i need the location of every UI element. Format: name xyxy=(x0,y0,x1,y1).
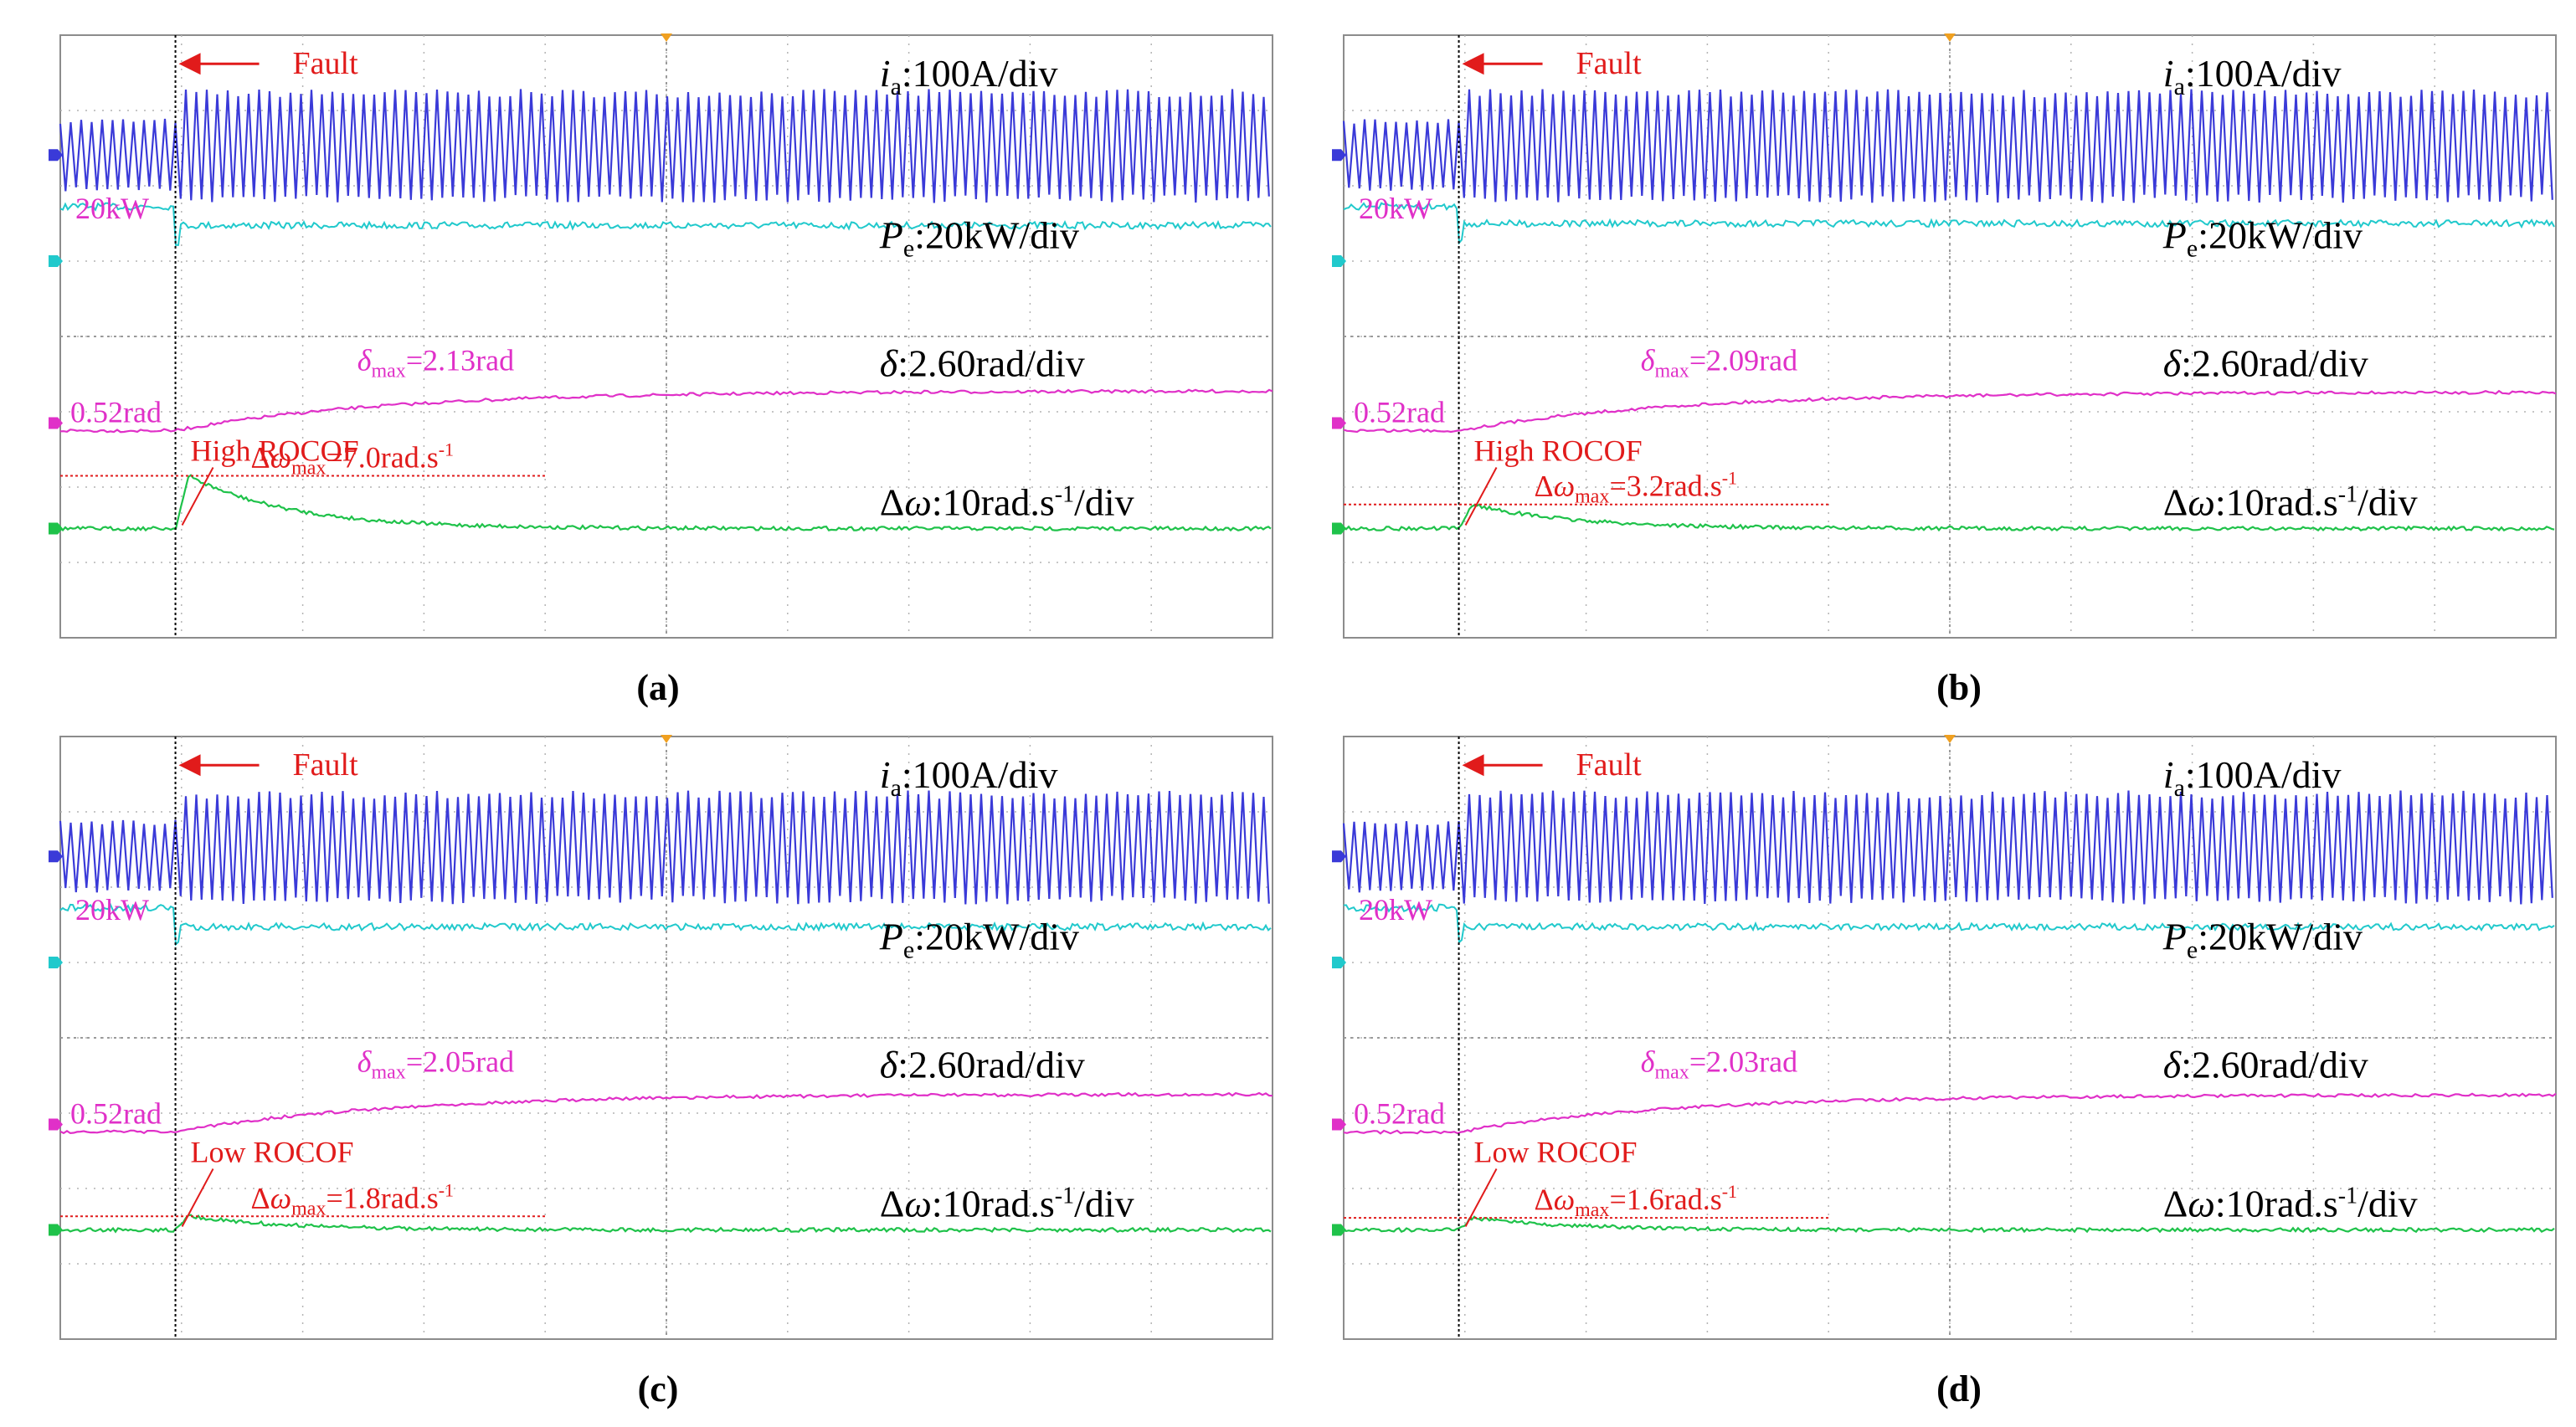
pe-trace xyxy=(59,202,1272,246)
scope-panel: Fault ia:100A/div Pe:20kW/div 20kW δ:2.60rad… xyxy=(1332,735,2557,1340)
caption-d: (d) xyxy=(1936,1368,1982,1409)
rocof-pointer xyxy=(1464,1168,1498,1227)
fault-label: Fault xyxy=(293,46,359,81)
graticule xyxy=(60,737,1273,1339)
channel-marker xyxy=(1332,957,1346,968)
pe-level-label: 20kW xyxy=(75,893,149,927)
channel-marker xyxy=(1332,1118,1346,1131)
domega-scale-label: Δω:10rad.s-1/div xyxy=(2163,1182,2418,1224)
channel-marker xyxy=(49,1118,63,1131)
pe-level-label: 20kW xyxy=(75,192,149,225)
ia-scale-label: ia:100A/div xyxy=(2163,753,2342,802)
delta-max-label: δmax=2.03rad xyxy=(1641,1045,1797,1084)
graticule xyxy=(1344,35,2556,638)
channel-marker xyxy=(49,149,63,162)
ia-trace xyxy=(1342,790,2553,905)
rocof-label: Low ROCOF xyxy=(1474,1136,1638,1169)
fault-label: Fault xyxy=(1576,747,1643,783)
scope-panel: Fault ia:100A/div Pe:20kW/div 20kW δ:2.60rad… xyxy=(1332,33,2557,639)
domega-trace xyxy=(59,1214,1272,1234)
scope-panel: Fault ia:100A/div Pe:20kW/div 20kW δ:2.60rad… xyxy=(49,735,1273,1340)
domega-max-label: Δωmax=7.0rad.s-1 xyxy=(251,439,455,480)
rocof-pointer xyxy=(1464,467,1498,526)
channel-marker xyxy=(1332,149,1346,162)
delta-scale-label: δ:2.60rad/div xyxy=(880,1044,1085,1086)
channel-marker xyxy=(1332,522,1346,535)
channel-marker xyxy=(1332,1224,1346,1236)
ia-scale-label: ia:100A/div xyxy=(880,52,1058,100)
channel-marker xyxy=(1332,255,1346,267)
domega-max-label: Δωmax=3.2rad.s-1 xyxy=(1535,468,1738,508)
rocof-label: High ROCOF xyxy=(191,434,359,468)
domega-trace xyxy=(1343,503,2555,532)
domega-trace xyxy=(1343,1215,2555,1234)
delta-max-label: δmax=2.05rad xyxy=(357,1045,514,1084)
caption-a: (a) xyxy=(636,667,680,708)
ia-scale-label: ia:100A/div xyxy=(2163,52,2342,100)
ia-trace xyxy=(1342,89,2553,203)
scope-panel: Fault ia:100A/div Pe:20kW/div 20kW δ:2.60rad… xyxy=(49,33,1273,639)
delta-max-label: δmax=2.09rad xyxy=(1641,344,1797,382)
pe-scale-label: Pe:20kW/div xyxy=(879,214,1079,263)
pe-trace xyxy=(59,902,1272,947)
domega-max-label: Δωmax=1.6rad.s-1 xyxy=(1535,1181,1738,1221)
delta-initial-label: 0.52rad xyxy=(1354,396,1445,429)
fault-arrow-head xyxy=(178,754,201,777)
fault-arrow-head xyxy=(1462,754,1484,777)
domega-scale-label: Δω:10rad.s-1/div xyxy=(2163,480,2418,523)
delta-scale-label: δ:2.60rad/div xyxy=(2163,1044,2368,1086)
channel-marker xyxy=(49,957,63,968)
fault-label: Fault xyxy=(1576,46,1643,81)
delta-initial-label: 0.52rad xyxy=(70,1097,162,1131)
trigger-marker xyxy=(661,33,672,42)
graticule xyxy=(1344,737,2556,1339)
delta-trace xyxy=(1343,1092,2557,1135)
ia-trace xyxy=(59,790,1270,905)
pe-scale-label: Pe:20kW/div xyxy=(2162,916,2363,964)
pe-trace xyxy=(1343,903,2555,945)
domega-scale-label: Δω:10rad.s-1/div xyxy=(880,480,1134,523)
caption-c: (c) xyxy=(637,1368,679,1409)
delta-trace xyxy=(1343,389,2557,434)
rocof-label: High ROCOF xyxy=(1474,434,1643,468)
channel-marker xyxy=(1332,850,1346,863)
rocof-pointer xyxy=(181,1168,214,1227)
rocof-label: Low ROCOF xyxy=(191,1136,354,1169)
domega-scale-label: Δω:10rad.s-1/div xyxy=(880,1182,1134,1224)
caption-b: (b) xyxy=(1936,667,1982,708)
channel-marker xyxy=(49,1224,63,1236)
delta-initial-label: 0.52rad xyxy=(70,396,162,429)
pe-scale-label: Pe:20kW/div xyxy=(879,916,1079,964)
pe-trace xyxy=(1343,202,2555,245)
trigger-marker xyxy=(661,735,672,743)
channel-marker xyxy=(1332,417,1346,429)
graticule xyxy=(60,35,1273,638)
fault-label: Fault xyxy=(293,747,359,783)
channel-marker xyxy=(49,522,63,535)
fault-arrow-head xyxy=(178,53,201,75)
pe-scale-label: Pe:20kW/div xyxy=(2162,214,2363,263)
ia-scale-label: ia:100A/div xyxy=(880,753,1058,802)
delta-max-label: δmax=2.13rad xyxy=(357,344,514,382)
delta-scale-label: δ:2.60rad/div xyxy=(880,342,1085,385)
ia-trace xyxy=(59,89,1270,203)
channel-marker xyxy=(49,255,63,267)
pe-level-label: 20kW xyxy=(1359,192,1432,225)
trigger-marker xyxy=(1944,735,1956,743)
domega-trace xyxy=(59,474,1272,532)
domega-max-label: Δωmax=1.8rad.s-1 xyxy=(251,1179,455,1219)
pe-level-label: 20kW xyxy=(1359,893,1432,927)
channel-marker xyxy=(49,417,63,429)
delta-trace xyxy=(59,388,1273,434)
rocof-pointer xyxy=(181,467,214,526)
fault-arrow-head xyxy=(1462,53,1484,75)
delta-initial-label: 0.52rad xyxy=(1354,1097,1445,1131)
delta-scale-label: δ:2.60rad/div xyxy=(2163,342,2368,385)
delta-trace xyxy=(59,1091,1273,1135)
trigger-marker xyxy=(1944,33,1956,42)
channel-marker xyxy=(49,850,63,863)
